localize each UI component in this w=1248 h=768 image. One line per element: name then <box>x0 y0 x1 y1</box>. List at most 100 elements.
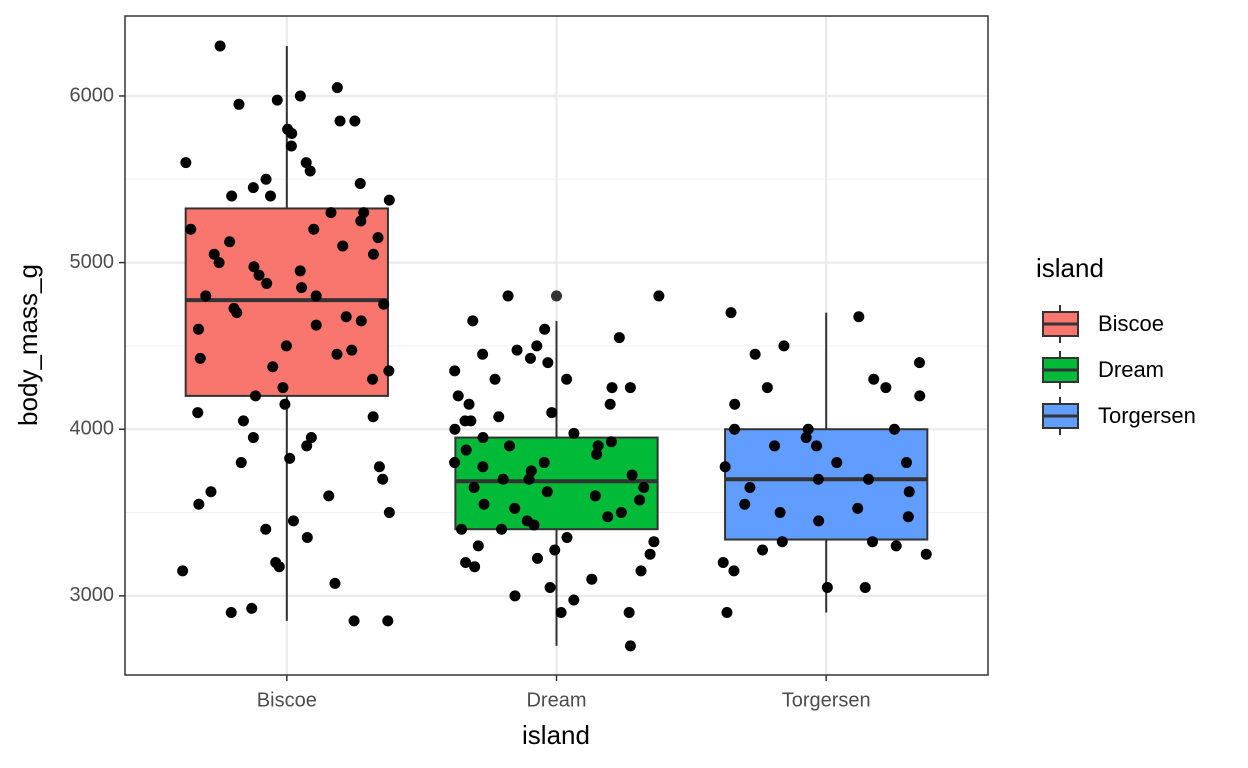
point <box>355 315 367 327</box>
point <box>531 340 543 352</box>
point <box>589 490 601 502</box>
point <box>225 607 237 619</box>
point <box>900 457 912 469</box>
point <box>340 311 352 323</box>
point <box>305 432 317 444</box>
point <box>635 565 647 577</box>
point <box>831 457 843 469</box>
point <box>591 448 603 460</box>
point <box>456 523 468 535</box>
point <box>301 532 313 544</box>
point <box>776 536 788 548</box>
point <box>920 548 932 560</box>
point <box>586 573 598 585</box>
point <box>511 344 523 356</box>
point <box>300 157 312 169</box>
point <box>467 315 479 327</box>
point <box>253 269 265 281</box>
point <box>280 340 292 352</box>
point <box>605 436 617 448</box>
point <box>286 127 298 139</box>
point <box>214 40 226 52</box>
point <box>468 482 480 494</box>
point <box>914 390 926 402</box>
point <box>524 352 536 364</box>
point <box>509 502 521 514</box>
point <box>729 423 741 435</box>
point <box>544 582 556 594</box>
point <box>902 511 914 523</box>
point <box>277 382 289 394</box>
point <box>323 490 335 502</box>
point <box>287 515 299 527</box>
point <box>337 240 349 252</box>
point <box>180 157 192 169</box>
point <box>267 361 279 373</box>
point <box>602 511 614 523</box>
point <box>354 177 366 189</box>
point <box>903 486 915 498</box>
point <box>719 461 731 473</box>
point <box>561 532 573 544</box>
point <box>463 398 475 410</box>
y-axis-title: body_mass_g <box>13 264 43 426</box>
point <box>294 90 306 102</box>
point <box>331 348 343 360</box>
point <box>377 473 389 485</box>
point <box>613 332 625 344</box>
point <box>192 407 204 419</box>
point <box>200 290 212 302</box>
point <box>349 115 361 127</box>
point <box>638 482 650 494</box>
point <box>310 319 322 331</box>
point <box>531 552 543 564</box>
point <box>247 182 259 194</box>
point <box>383 365 395 377</box>
point <box>502 290 514 302</box>
point <box>592 440 604 452</box>
point <box>606 382 618 394</box>
legend-label: Dream <box>1098 357 1164 382</box>
point <box>648 536 660 548</box>
point <box>615 507 627 519</box>
point <box>778 340 790 352</box>
point <box>509 590 521 602</box>
point <box>888 423 900 435</box>
point <box>308 223 320 235</box>
box <box>184 207 389 397</box>
point <box>813 515 825 527</box>
y-tick-label: 3000 <box>70 584 115 606</box>
point <box>194 352 206 364</box>
legend-title: island <box>1036 253 1104 283</box>
point <box>301 440 313 452</box>
point <box>310 290 322 302</box>
point <box>325 207 337 219</box>
point <box>213 257 225 269</box>
point <box>205 486 217 498</box>
point <box>802 423 814 435</box>
point <box>469 561 481 573</box>
point <box>539 323 551 335</box>
point <box>273 561 285 573</box>
point <box>561 373 573 385</box>
point <box>821 582 833 594</box>
legend-label: Biscoe <box>1098 311 1164 336</box>
point <box>372 232 384 244</box>
point <box>555 607 567 619</box>
point <box>604 398 616 410</box>
point <box>890 540 902 552</box>
point <box>294 265 306 277</box>
point <box>497 473 509 485</box>
legend-label: Torgersen <box>1098 403 1196 428</box>
point <box>271 94 283 106</box>
point <box>264 190 276 202</box>
point <box>549 544 561 556</box>
point <box>624 382 636 394</box>
point <box>192 323 204 335</box>
point <box>247 432 259 444</box>
point <box>383 507 395 519</box>
point <box>358 207 370 219</box>
point <box>810 440 822 452</box>
point <box>477 348 489 360</box>
